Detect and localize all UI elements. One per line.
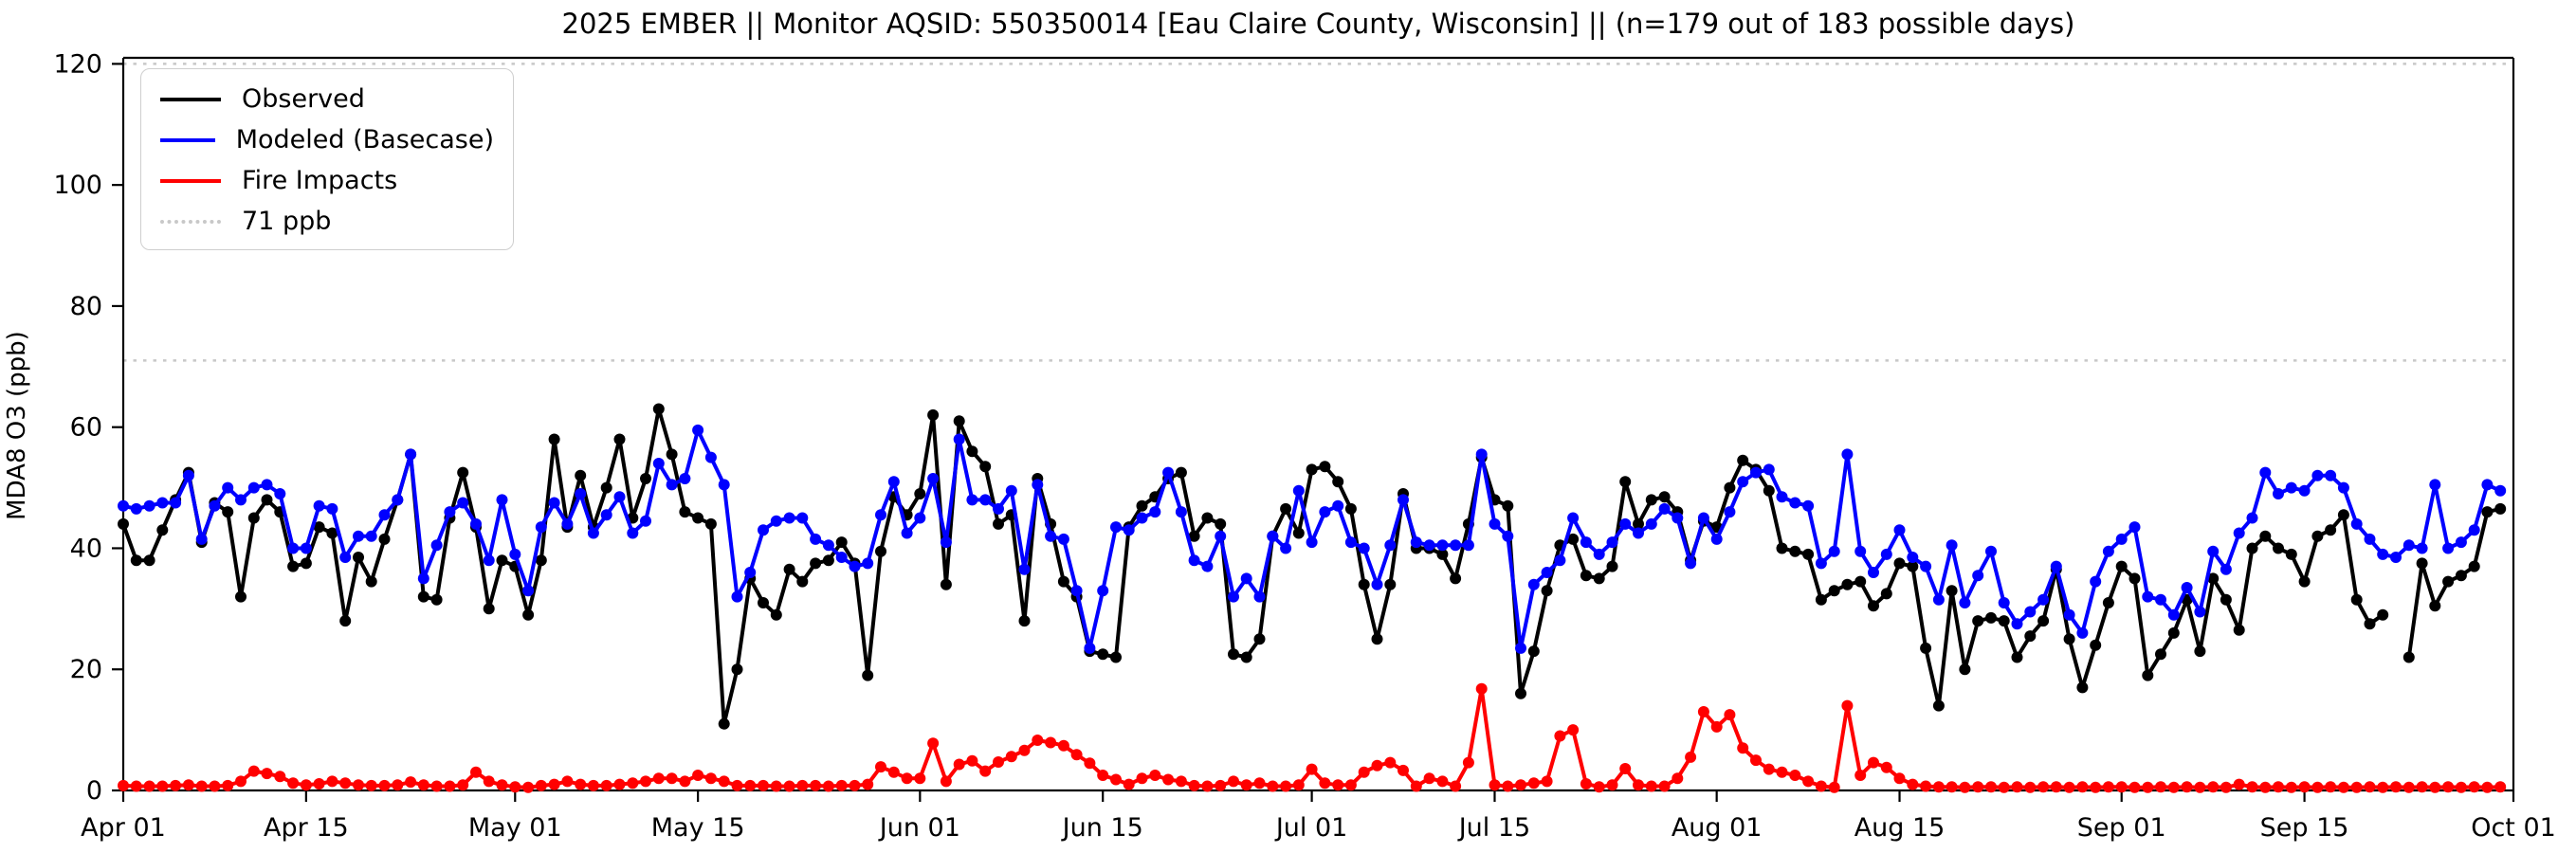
- svg-text:80: 80: [70, 292, 102, 321]
- legend-item-fire: Fire Impacts: [141, 160, 513, 201]
- svg-text:Sep 01: Sep 01: [2077, 813, 2166, 843]
- svg-text:Sep 15: Sep 15: [2260, 813, 2349, 843]
- svg-text:Apr 15: Apr 15: [264, 813, 349, 843]
- svg-text:May 01: May 01: [468, 813, 562, 843]
- svg-text:0: 0: [86, 776, 102, 806]
- legend-label-fire: Fire Impacts: [242, 166, 398, 195]
- svg-text:Jun 15: Jun 15: [1061, 813, 1143, 843]
- svg-text:Apr 01: Apr 01: [81, 813, 166, 843]
- modeled-line-icon: [160, 137, 215, 142]
- legend-item-threshold: 71 ppb: [141, 201, 513, 242]
- fire-line-icon: [160, 178, 221, 183]
- svg-text:Oct 01: Oct 01: [2471, 813, 2556, 843]
- svg-text:May 15: May 15: [651, 813, 745, 843]
- legend-label-modeled: Modeled (Basecase): [235, 125, 494, 154]
- svg-text:Aug 01: Aug 01: [1672, 813, 1763, 843]
- svg-text:100: 100: [53, 171, 102, 200]
- legend-item-observed: Observed: [141, 79, 513, 119]
- legend: Observed Modeled (Basecase) Fire Impacts…: [140, 68, 514, 250]
- svg-text:40: 40: [70, 534, 102, 563]
- legend-label-observed: Observed: [242, 84, 365, 114]
- chart-title: 2025 EMBER || Monitor AQSID: 550350014 […: [561, 8, 2075, 40]
- observed-line-icon: [160, 97, 221, 101]
- svg-text:Jul 15: Jul 15: [1457, 813, 1531, 843]
- legend-item-modeled: Modeled (Basecase): [141, 119, 513, 160]
- svg-text:Jul 01: Jul 01: [1274, 813, 1348, 843]
- svg-text:60: 60: [70, 413, 102, 443]
- svg-text:Jun 01: Jun 01: [878, 813, 960, 843]
- svg-text:120: 120: [53, 49, 102, 79]
- legend-label-threshold: 71 ppb: [242, 207, 332, 236]
- threshold-line-icon: [160, 219, 221, 224]
- svg-text:Aug 15: Aug 15: [1854, 813, 1946, 843]
- svg-text:20: 20: [70, 655, 102, 684]
